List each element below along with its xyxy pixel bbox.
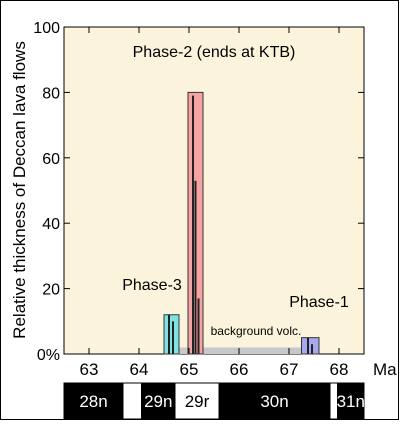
chron-label: 31n [337, 392, 365, 411]
background-volcanism-band [179, 347, 302, 354]
chron-30n [218, 382, 331, 420]
phase-1-label: Phase-1 [289, 294, 349, 311]
y-tick-label: 60 [42, 151, 60, 168]
x-tick-label: 67 [280, 360, 299, 379]
x-tick-label: 68 [330, 360, 349, 379]
bars-layer [163, 91, 320, 355]
y-tick-label: 100 [33, 20, 60, 37]
chron-label: 30n [260, 392, 288, 411]
magnetic-polarity-bar: 28n 29n 29r 30n 31n [63, 382, 365, 420]
plot-background [63, 26, 365, 355]
chron-label: 29r [185, 392, 210, 411]
x-tick-label: 63 [80, 360, 99, 379]
bar-phase-1 [301, 337, 320, 355]
y-tick-label: 0% [37, 347, 60, 364]
x-axis-unit-label: Ma [373, 360, 397, 379]
chron-28n [63, 382, 124, 420]
annotations-layer: Phase-2 (ends at KTB) Phase-3 Phase-1 backg… [122, 44, 349, 338]
x-tick-label: 64 [130, 360, 149, 379]
chron-31n [337, 382, 365, 420]
phase-2-label: Phase-2 (ends at KTB) [133, 44, 296, 61]
chron-label: 28n [79, 392, 107, 411]
y-tick-label: 20 [42, 282, 60, 299]
chron-label: 29n [144, 392, 172, 411]
background-volcanism-label: background volc. [211, 324, 302, 338]
y-axis-label: Relative thickness of Deccan lava flows [10, 41, 29, 339]
x-tick-label: 65 [180, 360, 199, 379]
phase-3-label: Phase-3 [122, 277, 182, 294]
y-tick-label: 40 [42, 216, 60, 233]
chron-reversed-interval [122, 382, 142, 420]
x-axis-ticks: 63 64 65 66 67 68 [80, 27, 349, 379]
x-tick-label: 66 [230, 360, 249, 379]
bar-phase-3 [163, 314, 180, 355]
y-tick-label: 80 [42, 85, 60, 102]
background-volcanism-layer [179, 347, 302, 354]
y-axis-ticks: 0% 20 40 60 80 100 [33, 20, 364, 364]
